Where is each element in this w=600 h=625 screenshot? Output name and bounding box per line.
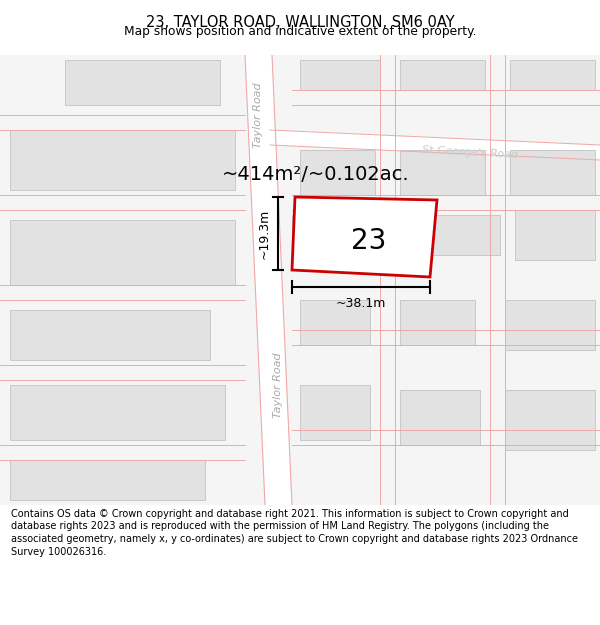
Bar (300, 60, 380, 90)
Bar (10, 460, 205, 500)
Text: Taylor Road: Taylor Road (273, 352, 283, 418)
Bar (300, 150, 375, 195)
Bar (292, 215, 327, 255)
Polygon shape (245, 55, 292, 505)
Bar (10, 310, 210, 360)
Bar (505, 300, 595, 350)
Text: Taylor Road: Taylor Road (253, 82, 263, 148)
Text: Map shows position and indicative extent of the property.: Map shows position and indicative extent… (124, 26, 476, 39)
Bar (515, 210, 595, 260)
Bar (430, 215, 500, 255)
Text: Contains OS data © Crown copyright and database right 2021. This information is : Contains OS data © Crown copyright and d… (11, 509, 578, 557)
Bar (510, 60, 595, 90)
Polygon shape (270, 130, 600, 160)
Text: ~38.1m: ~38.1m (336, 297, 386, 310)
Text: ~19.3m: ~19.3m (258, 208, 271, 259)
Bar (400, 60, 485, 90)
Polygon shape (292, 197, 437, 277)
Text: ~414m²/~0.102ac.: ~414m²/~0.102ac. (222, 166, 410, 184)
Text: 23, TAYLOR ROAD, WALLINGTON, SM6 0AY: 23, TAYLOR ROAD, WALLINGTON, SM6 0AY (146, 16, 454, 31)
Bar (400, 390, 480, 445)
Bar (300, 385, 370, 440)
Text: St George's Road: St George's Road (422, 146, 518, 161)
Bar (300, 300, 370, 345)
Bar (65, 60, 220, 105)
Bar (400, 150, 485, 195)
Bar (505, 390, 595, 450)
Bar (400, 300, 475, 345)
Bar (10, 220, 235, 285)
Bar (10, 130, 235, 190)
Bar (10, 385, 225, 440)
Bar (510, 150, 595, 195)
Text: 23: 23 (351, 227, 386, 255)
